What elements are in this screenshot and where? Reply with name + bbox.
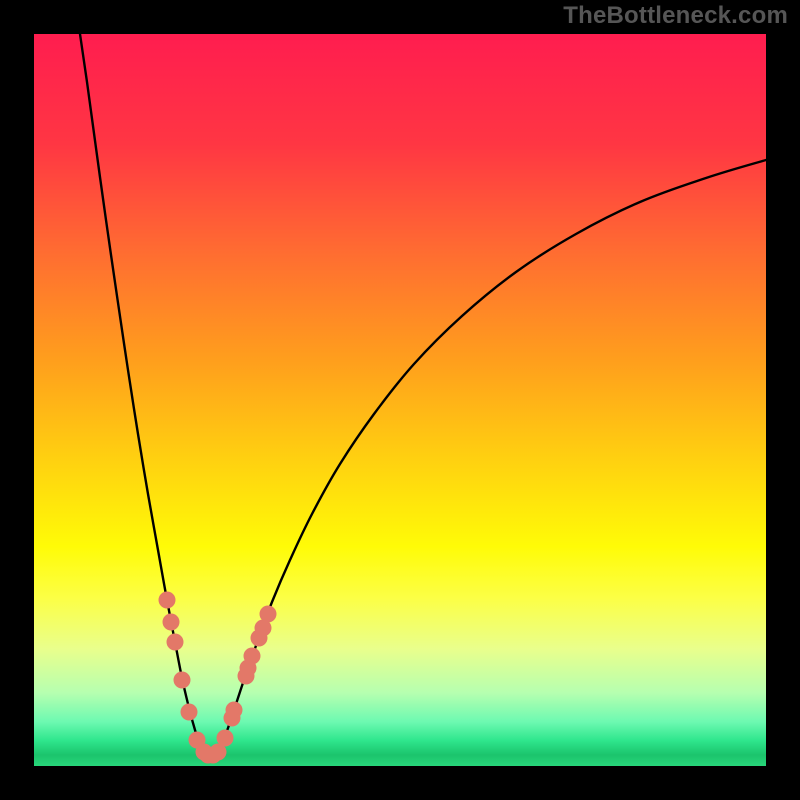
data-marker-right — [260, 606, 277, 623]
data-marker-right — [244, 648, 261, 665]
data-marker-right — [217, 730, 234, 747]
bottleneck-chart-svg — [0, 0, 800, 800]
watermark-text: TheBottleneck.com — [563, 2, 788, 30]
data-marker-left — [159, 592, 176, 609]
data-marker-left — [163, 614, 180, 631]
data-marker-left — [174, 672, 191, 689]
data-marker-right — [226, 702, 243, 719]
data-marker-left — [167, 634, 184, 651]
data-marker-left — [181, 704, 198, 721]
chart-canvas: TheBottleneck.com — [0, 0, 800, 800]
